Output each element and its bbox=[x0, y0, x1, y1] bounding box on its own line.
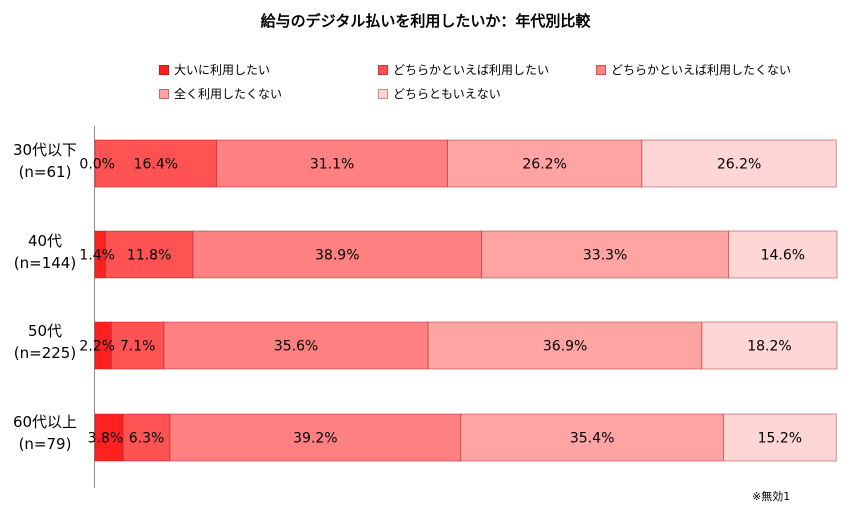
bar-segment bbox=[641, 139, 837, 188]
legend-swatch bbox=[159, 64, 169, 75]
data-label: 18.2% bbox=[747, 339, 791, 355]
category-label-30s-under: 30代以下 (n=61) bbox=[0, 139, 90, 183]
data-label: 35.4% bbox=[570, 431, 614, 447]
legend-label: どちらかといえば利用したい bbox=[393, 63, 550, 77]
legend-swatch bbox=[159, 88, 169, 99]
data-label: 35.6% bbox=[274, 339, 318, 355]
bar-segment bbox=[163, 321, 429, 370]
legend-label: 大いに利用したい bbox=[174, 63, 271, 77]
bar-segment bbox=[94, 413, 124, 462]
data-label: 6.3% bbox=[129, 431, 165, 447]
category-n: (n=61) bbox=[18, 163, 72, 181]
data-label: 3.8% bbox=[88, 431, 124, 447]
legend-item-somewhat-not-use: どちらかといえば利用したくない bbox=[596, 61, 791, 78]
legend-swatch bbox=[378, 64, 388, 75]
bar-segment bbox=[122, 413, 171, 462]
data-label: 1.4% bbox=[79, 248, 115, 264]
category-n: (n=225) bbox=[13, 344, 77, 362]
data-label: 14.6% bbox=[761, 248, 805, 264]
bar-segment bbox=[481, 230, 730, 279]
category-name: 40代 bbox=[27, 232, 63, 250]
category-label-40s: 40代 (n=144) bbox=[0, 230, 90, 274]
legend-swatch bbox=[378, 88, 388, 99]
data-label: 16.4% bbox=[134, 157, 178, 173]
chart-title: 給与のデジタル払いを利用したいか：年代別比較 bbox=[260, 12, 591, 30]
bar-segment bbox=[722, 413, 837, 462]
legend-label: どちらかといえば利用したくない bbox=[611, 63, 792, 77]
data-label: 26.2% bbox=[522, 157, 566, 173]
legend-item-not-use-at-all: 全く利用したくない bbox=[159, 85, 282, 102]
legend-label: 全く利用したくない bbox=[174, 87, 283, 101]
bar-segment bbox=[701, 321, 838, 370]
bar-segment bbox=[169, 413, 462, 462]
category-axis-line bbox=[94, 126, 95, 488]
data-label: 33.3% bbox=[583, 248, 627, 264]
data-label: 11.8% bbox=[127, 248, 171, 264]
legend-swatch bbox=[596, 64, 606, 75]
data-label: 15.2% bbox=[758, 431, 802, 447]
legend-item-neither: どちらともいえない bbox=[378, 85, 501, 102]
data-label: 38.9% bbox=[315, 248, 359, 264]
legend-label: どちらともいえない bbox=[393, 87, 501, 101]
category-label-50s: 50代 (n=225) bbox=[0, 320, 90, 364]
category-n: (n=79) bbox=[18, 435, 72, 453]
category-name: 60代以上 bbox=[12, 413, 78, 431]
legend-item-somewhat-use: どちらかといえば利用したい bbox=[378, 61, 549, 78]
bar-segment bbox=[460, 413, 724, 462]
legend-item-strongly-use: 大いに利用したい bbox=[159, 61, 270, 78]
bar-segment bbox=[94, 139, 218, 188]
bar-segment bbox=[104, 230, 194, 279]
bar-segment bbox=[728, 230, 838, 279]
data-label: 26.2% bbox=[717, 157, 761, 173]
data-label: 31.1% bbox=[310, 157, 354, 173]
data-label: 39.2% bbox=[293, 431, 337, 447]
data-label: 2.2% bbox=[79, 339, 115, 355]
category-name: 30代以下 bbox=[12, 141, 78, 159]
data-label: 0.0% bbox=[79, 157, 115, 173]
category-n: (n=144) bbox=[13, 254, 77, 272]
footnote: ※無効1 bbox=[752, 490, 791, 503]
data-label: 7.1% bbox=[120, 339, 156, 355]
bar-segment bbox=[110, 321, 165, 370]
bar-segment bbox=[216, 139, 448, 188]
category-name: 50代 bbox=[27, 322, 63, 340]
category-label-60s-over: 60代以上 (n=79) bbox=[0, 411, 90, 455]
data-label: 36.9% bbox=[543, 339, 587, 355]
bar-segment bbox=[192, 230, 483, 279]
bar-segment bbox=[446, 139, 643, 188]
